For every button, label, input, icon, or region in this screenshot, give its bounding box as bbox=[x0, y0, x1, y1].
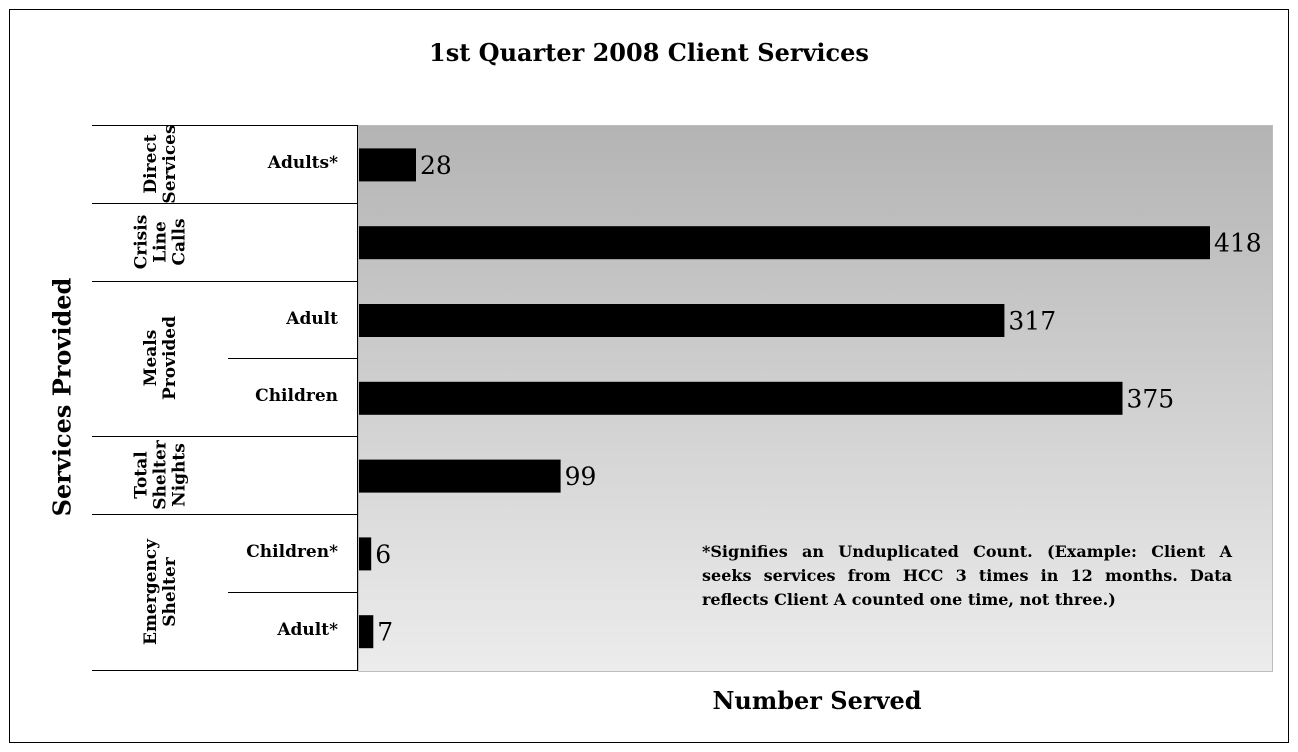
data-label-6: 7 bbox=[377, 618, 393, 647]
data-label-3: 375 bbox=[1127, 384, 1175, 413]
bar-3 bbox=[359, 382, 1123, 415]
bar-6 bbox=[359, 615, 373, 648]
group-label-4: Emergency Shelter bbox=[142, 539, 180, 645]
group-label-line: Direct bbox=[142, 124, 161, 203]
category-label-6: Adult* bbox=[218, 620, 338, 640]
bar-0 bbox=[359, 148, 416, 181]
data-label-2: 317 bbox=[1008, 307, 1056, 336]
data-label-5: 6 bbox=[375, 540, 391, 569]
group-label-line: Provided bbox=[161, 316, 180, 400]
category-separator bbox=[228, 358, 358, 359]
category-label-5: Children* bbox=[218, 542, 338, 562]
data-label-0: 28 bbox=[420, 151, 452, 180]
group-label-2: Meals Provided bbox=[142, 316, 180, 400]
group-label-line: Services bbox=[161, 124, 180, 203]
group-separator bbox=[92, 281, 358, 282]
group-label-line: Shelter bbox=[152, 440, 171, 510]
group-label-line: Line bbox=[152, 214, 171, 269]
bar-1 bbox=[359, 226, 1210, 259]
group-separator bbox=[92, 514, 358, 515]
group-label-line: Nights bbox=[171, 440, 190, 510]
group-label-line: Emergency bbox=[142, 539, 161, 645]
group-separator bbox=[92, 203, 358, 204]
group-label-1: Crisis Line Calls bbox=[133, 214, 190, 269]
group-label-line: Shelter bbox=[161, 539, 180, 645]
group-label-0: Direct Services bbox=[142, 124, 180, 203]
category-separator bbox=[228, 592, 358, 593]
group-label-line: Crisis bbox=[133, 214, 152, 269]
bar-4 bbox=[359, 460, 561, 493]
category-axis: Adults* Adult Children Children* Adult* Direc… bbox=[0, 0, 360, 680]
category-label-3: Children bbox=[218, 386, 338, 406]
data-label-4: 99 bbox=[565, 462, 597, 491]
x-axis-title: Number Served bbox=[360, 686, 1274, 715]
category-label-2: Adult bbox=[218, 309, 338, 329]
axis-bottom-line bbox=[92, 670, 358, 671]
group-label-line: Meals bbox=[142, 316, 161, 400]
category-axis-line bbox=[357, 125, 358, 670]
data-label-1: 418 bbox=[1214, 229, 1262, 258]
group-label-line: Calls bbox=[171, 214, 190, 269]
group-separator bbox=[92, 125, 358, 126]
category-label-0: Adults* bbox=[218, 153, 338, 173]
footnote: *Signifies an Unduplicated Count. (Examp… bbox=[702, 540, 1232, 612]
group-label-3: Total Shelter Nights bbox=[133, 440, 190, 510]
group-label-line: Total bbox=[133, 440, 152, 510]
bar-2 bbox=[359, 304, 1004, 337]
bar-5 bbox=[359, 537, 371, 570]
group-separator bbox=[92, 436, 358, 437]
